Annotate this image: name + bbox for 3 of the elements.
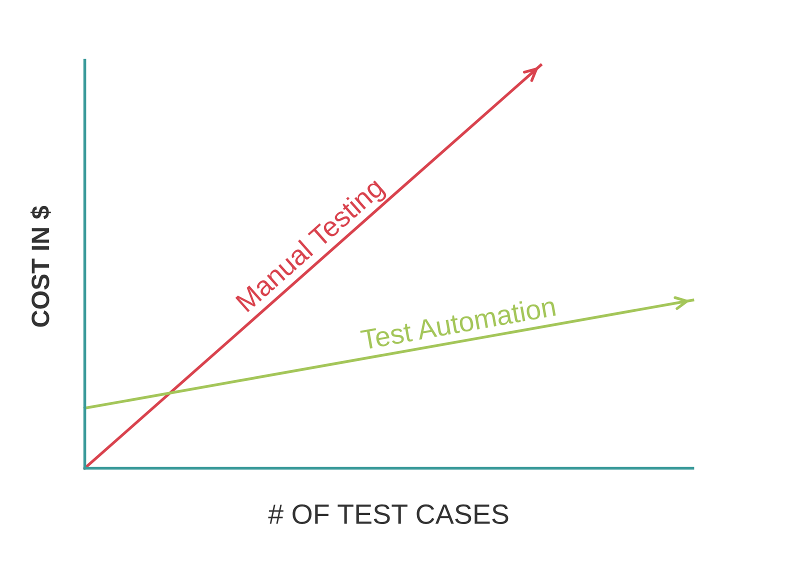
text: Test Automation (360, 296, 556, 350)
y-axis-title: COST IN $ (30, 206, 51, 327)
x-axis-title: # OF TEST CASES (268, 504, 508, 524)
